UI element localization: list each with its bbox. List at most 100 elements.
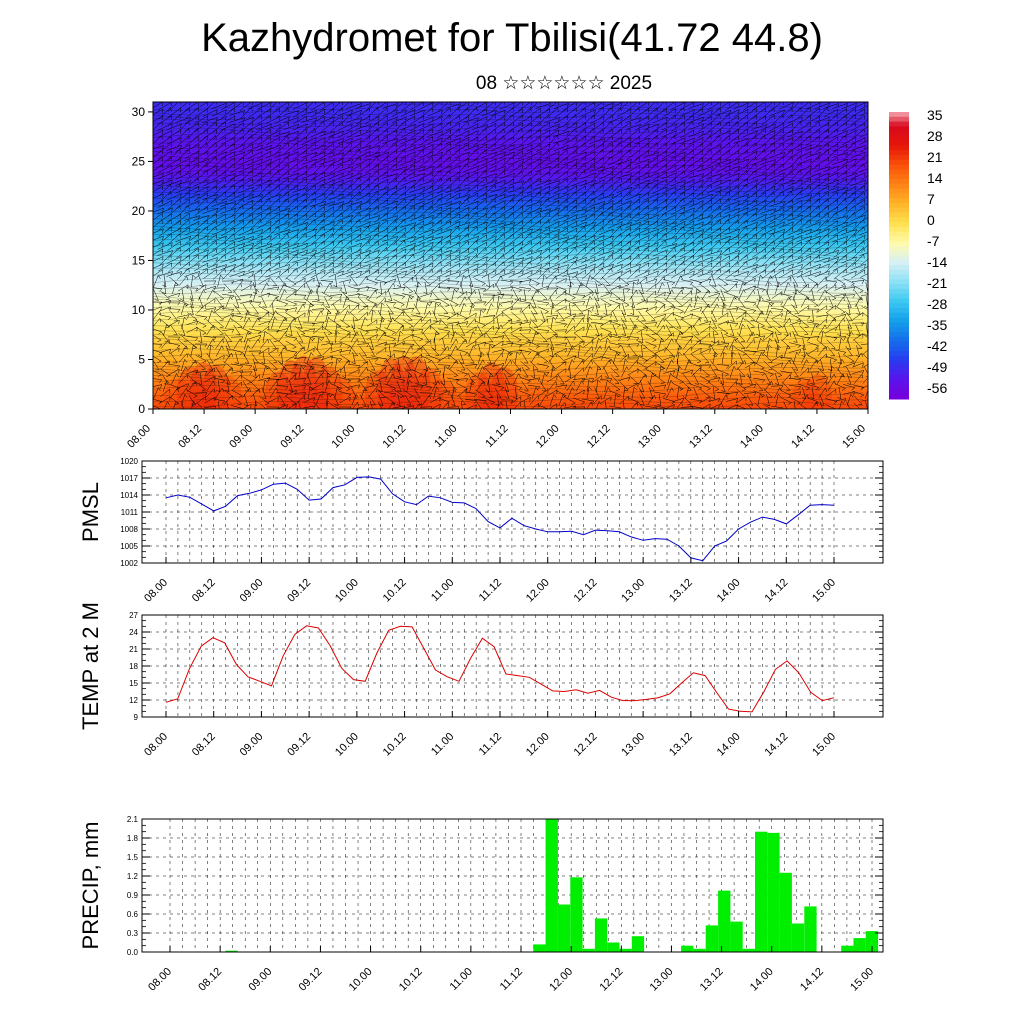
wind-barb-flag <box>675 165 677 170</box>
wind-barb <box>589 157 605 167</box>
wind-barb-flag <box>261 102 263 107</box>
wind-barb <box>463 200 479 208</box>
wind-barb <box>211 151 227 159</box>
wind-barb <box>355 172 371 180</box>
wind-barb <box>310 178 326 188</box>
wind-barb <box>769 207 785 215</box>
wind-barb-flag <box>854 198 856 203</box>
wind-barb <box>382 116 398 124</box>
wind-barb <box>571 151 587 159</box>
wind-barb-flag <box>206 198 208 203</box>
temperature-band <box>153 359 868 363</box>
wind-barb <box>437 213 451 223</box>
wind-barb-flag <box>765 165 767 170</box>
wind-barb <box>221 115 235 125</box>
wind-barb-flag <box>423 187 425 192</box>
wind-barb <box>806 121 820 133</box>
wind-barb-flag <box>198 144 200 149</box>
wind-barb <box>599 143 613 153</box>
wind-barb <box>841 172 857 180</box>
wind-barb-flag <box>575 114 577 119</box>
wind-barb <box>328 158 344 166</box>
wind-barb <box>744 163 756 175</box>
wind-barb-flag <box>594 151 596 156</box>
wind-barb <box>229 144 245 152</box>
wind-barb <box>833 164 847 174</box>
wind-barb <box>526 207 542 215</box>
wind-barb-flag <box>845 198 847 203</box>
wind-barb <box>634 158 650 166</box>
wind-barb <box>463 130 479 138</box>
wind-barb <box>616 173 632 179</box>
wind-barb-flag <box>423 145 425 150</box>
wind-barb-flag <box>306 123 308 128</box>
wind-barb <box>751 200 767 208</box>
wind-barb-flag <box>738 200 740 205</box>
wind-barb <box>211 109 227 117</box>
wind-barb <box>689 149 703 161</box>
wind-barb <box>310 116 326 124</box>
wind-barb <box>608 142 622 154</box>
wind-barb-flag <box>467 121 469 126</box>
wind-barb-flag <box>432 200 434 205</box>
wind-barb <box>355 208 371 214</box>
wind-barb <box>481 158 497 166</box>
wind-barb-flag <box>738 186 740 191</box>
wind-barb-flag <box>719 114 721 119</box>
wind-barb-flag <box>531 122 533 128</box>
wind-barb <box>626 102 639 112</box>
wind-barb <box>769 152 785 158</box>
temperature-band <box>153 334 868 338</box>
wind-barb-flag <box>630 137 632 142</box>
wind-barb-flag <box>279 151 281 156</box>
wind-barb-flag <box>594 109 596 114</box>
wind-barb <box>823 172 839 180</box>
wind-barb-flag <box>234 214 236 219</box>
wind-barb-flag <box>360 117 362 122</box>
wind-barb-flag <box>576 158 578 163</box>
wind-barb-flag <box>333 173 335 178</box>
wind-barb-flag <box>350 114 352 119</box>
wind-barb-flag <box>648 172 650 177</box>
wind-barb-flag <box>630 187 632 192</box>
wind-barb-flag <box>351 130 353 135</box>
wind-barb <box>463 123 479 131</box>
wind-barb <box>797 170 811 182</box>
wind-barb <box>275 178 289 188</box>
wind-barb <box>544 129 560 139</box>
wind-barb-flag <box>765 200 767 205</box>
wind-barb <box>662 156 676 168</box>
wind-barb-flag <box>648 180 650 185</box>
wind-barb-flag <box>702 200 704 205</box>
wind-barb <box>446 149 460 161</box>
wind-barb-flag <box>432 151 434 156</box>
wind-barb-flag <box>756 151 758 156</box>
wind-barb-flag <box>702 173 704 178</box>
wind-barb <box>761 135 775 147</box>
wind-barb-flag <box>477 117 479 122</box>
wind-barb <box>158 156 172 168</box>
wind-barb-flag <box>819 172 821 177</box>
wind-barb <box>716 142 730 154</box>
wind-barb-flag <box>188 149 190 154</box>
wind-barb <box>374 102 388 111</box>
wind-barb <box>221 107 235 119</box>
wind-barb <box>301 159 317 165</box>
wind-barb <box>328 201 344 207</box>
wind-barb <box>670 137 686 145</box>
wind-barb <box>500 128 514 140</box>
wind-barb-flag <box>314 177 316 182</box>
wind-barb <box>697 109 713 117</box>
wind-barb <box>329 184 343 196</box>
wind-barb <box>221 143 235 153</box>
wind-barb-flag <box>855 103 857 108</box>
wind-barb <box>571 208 587 214</box>
wind-barb-flag <box>170 191 172 196</box>
wind-barb-flag <box>189 186 191 191</box>
wind-barb-flag <box>296 177 298 182</box>
wind-barb <box>725 191 739 203</box>
wind-barb <box>184 151 200 159</box>
wind-barb <box>167 107 181 119</box>
wind-barb-flag <box>594 102 596 107</box>
wind-barb-flag <box>620 184 622 189</box>
